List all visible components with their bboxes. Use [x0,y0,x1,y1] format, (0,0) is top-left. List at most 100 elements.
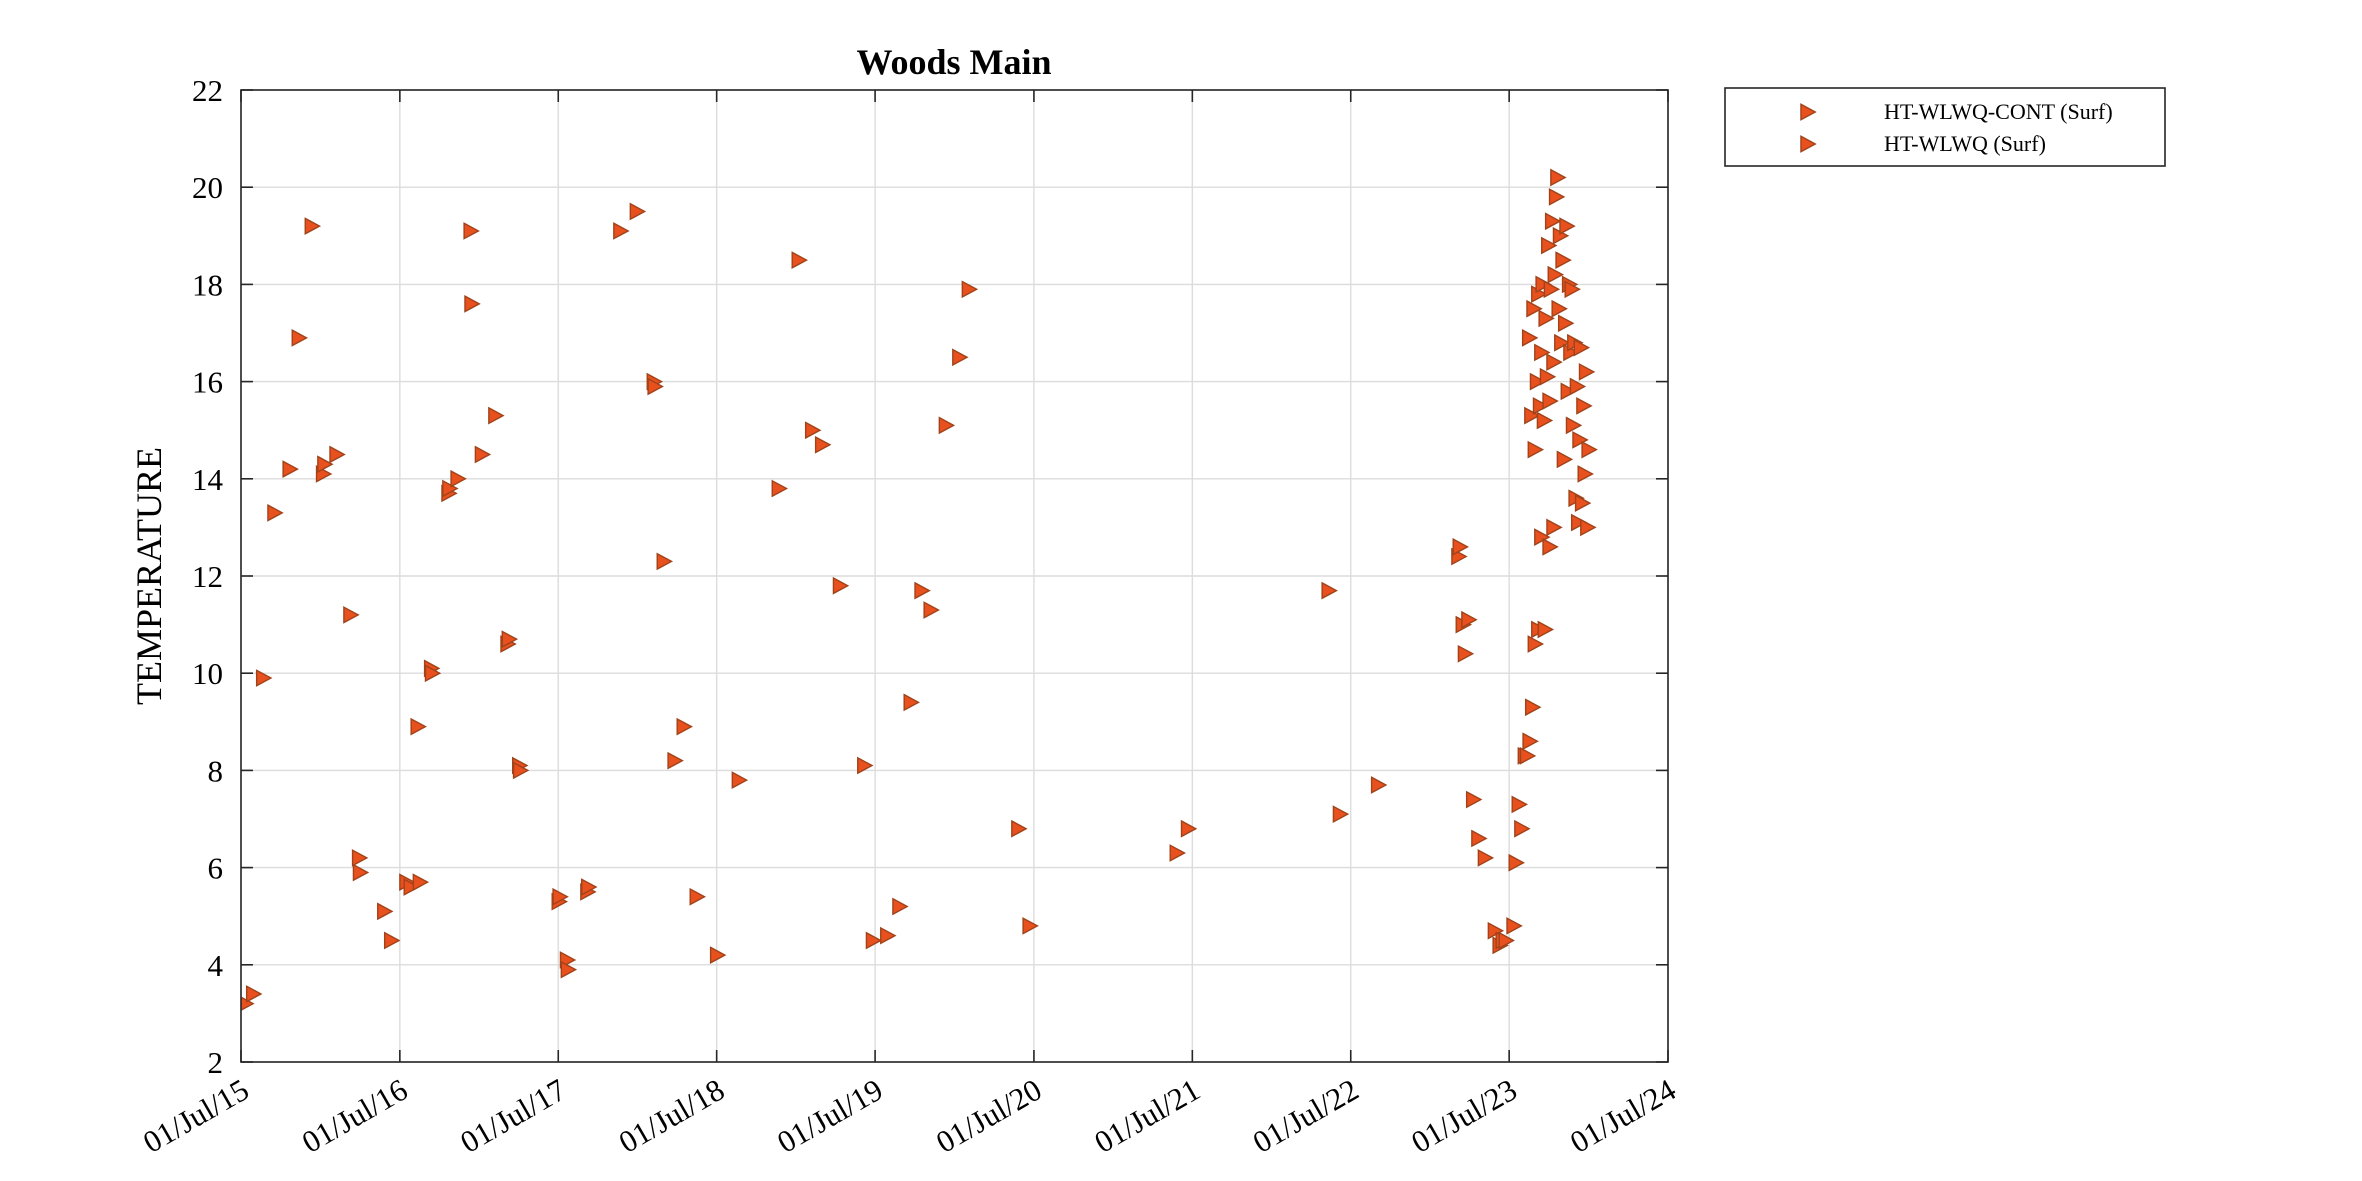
data-point [1543,280,1561,299]
data-point [1508,853,1525,872]
data-point [1548,188,1566,206]
data-point [1578,363,1596,381]
data-point [1565,416,1583,435]
data-point [245,985,263,1003]
data-point [1452,537,1469,556]
data-point [1559,217,1576,235]
data-point [442,479,459,498]
data-point [1514,819,1531,838]
data-point [1519,746,1537,765]
data-point [709,946,727,964]
data-point [1547,265,1565,284]
x-tick-label: 01/Jul/21 [1088,1072,1205,1160]
x-tick-label: 01/Jul/15 [137,1072,254,1160]
legend-label: HT-WLWQ-CONT (Surf) [1884,99,2113,124]
x-tick-labels: 01/Jul/15 01/Jul/16 01/Jul/17 01/Jul/18 01/J… [137,1072,1682,1160]
data-point [1572,431,1589,449]
x-tick-label: 01/Jul/19 [771,1072,888,1160]
y-tick-labels: 2 4 6 8 10 12 14 16 18 20 22 [192,73,224,1080]
data-point [1169,844,1187,862]
y-tick-label: 8 [208,753,224,788]
grid-lines [240,89,1669,1063]
data-point [1550,168,1567,187]
data-point [1544,212,1562,231]
data-point [291,328,309,347]
data-point [814,435,832,454]
data-point [656,552,674,571]
data-point [1537,620,1555,639]
data-point [343,606,360,624]
legend: HT-WLWQ-CONT (Surf) HT-WLWQ (Surf) [1724,87,2166,167]
data-point [1574,494,1592,512]
data-point [1560,382,1578,401]
data-point [1522,732,1539,751]
x-tick-label: 01/Jul/24 [1564,1072,1682,1160]
data-point [857,756,874,775]
data-point [689,887,706,906]
data-point [512,761,530,780]
data-point [1569,377,1587,396]
data-point [1580,518,1597,537]
data-point [1577,465,1594,483]
data-point [1570,513,1588,532]
data-point [791,251,808,269]
data-point [560,960,578,979]
data-point [1564,280,1581,299]
data-point [403,878,420,896]
x-tick-label: 01/Jul/18 [613,1072,730,1160]
data-point [1529,372,1547,391]
data-point [1524,406,1541,425]
data-point [1524,698,1542,717]
data-point [1576,397,1593,415]
data-point [1321,581,1338,600]
x-tick-label: 01/Jul/23 [1405,1072,1522,1160]
data-point [267,503,284,522]
data-point [832,576,850,595]
data-point [1555,251,1572,269]
data-point [474,445,492,464]
data-point [629,202,647,221]
data-point [804,421,822,440]
data-point [1538,309,1555,328]
data-point [1498,931,1515,950]
data-point [450,469,467,488]
y-tick-label: 2 [208,1045,224,1080]
data-point [464,294,481,313]
data-point [1546,518,1563,537]
data-point [1527,440,1545,459]
data-point [377,902,394,921]
data-point [923,601,940,619]
data-point [1542,537,1559,556]
legend-marker [1800,135,1817,153]
y-tick-label: 4 [208,948,224,983]
legend-box [1724,87,2166,167]
data-point [1527,635,1545,653]
data-point [903,693,920,712]
data-point [1551,299,1568,318]
data-point [647,377,664,396]
data-point [1581,440,1598,459]
series-1 [1521,168,1598,537]
data-point [1526,299,1543,318]
data-point [865,931,883,950]
x-tick-label: 01/Jul/22 [1247,1072,1364,1160]
data-point [1022,917,1039,935]
data-point [463,222,480,240]
data-point [1546,353,1563,372]
legend-label: HT-WLWQ (Surf) [1884,131,2046,156]
data-point [351,849,369,867]
y-tick-label: 18 [192,267,223,302]
data-point [1332,805,1350,824]
data-point [1457,644,1475,663]
data-point [1011,819,1028,838]
data-point [613,222,630,240]
data-point [938,416,956,435]
data-point [383,931,401,950]
x-tick-label: 01/Jul/16 [296,1072,413,1160]
data-point [1477,849,1495,867]
data-point [329,445,346,464]
data-point [255,669,273,687]
y-tick-label: 16 [192,365,223,400]
data-point [1539,367,1557,386]
